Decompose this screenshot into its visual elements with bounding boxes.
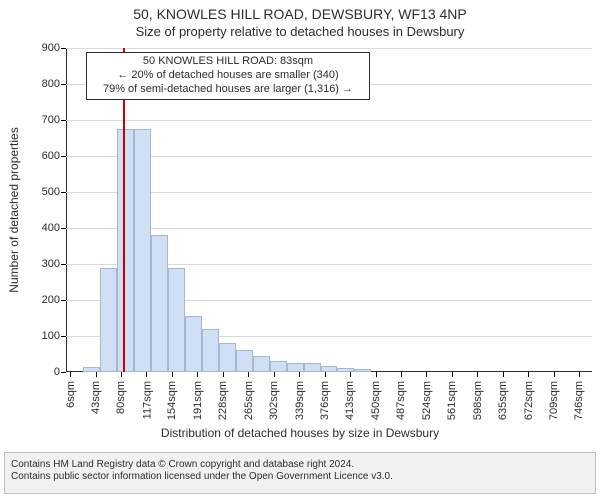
y-tick-label: 300 (42, 258, 60, 270)
y-tick (61, 84, 66, 85)
histogram-bar (219, 343, 236, 372)
y-tick-label: 0 (54, 366, 60, 378)
y-tick (61, 300, 66, 301)
x-tick (477, 372, 478, 377)
x-tick (197, 372, 198, 377)
histogram-bar (100, 268, 117, 372)
y-gridline (66, 48, 592, 49)
x-axis-title: Distribution of detached houses by size … (0, 426, 600, 440)
y-tick (61, 228, 66, 229)
y-tick (61, 372, 66, 373)
y-tick-label: 100 (42, 330, 60, 342)
footer-line-2: Contains public sector information licen… (11, 471, 589, 483)
histogram-bar (337, 368, 354, 372)
y-tick-label: 200 (42, 294, 60, 306)
y-gridline (66, 120, 592, 121)
footer-line-1: Contains HM Land Registry data © Crown c… (11, 459, 589, 471)
figure: 50, KNOWLES HILL ROAD, DEWSBURY, WF13 4N… (0, 0, 600, 500)
x-tick (223, 372, 224, 377)
y-tick (61, 120, 66, 121)
y-tick-label: 900 (42, 42, 60, 54)
histogram-bar (253, 356, 270, 372)
histogram-bar (270, 361, 287, 372)
x-tick (426, 372, 427, 377)
footer: Contains HM Land Registry data © Crown c… (4, 452, 596, 494)
y-tick-label: 800 (42, 78, 60, 90)
x-tick (248, 372, 249, 377)
y-tick-label: 600 (42, 150, 60, 162)
x-tick (401, 372, 402, 377)
x-tick (376, 372, 377, 377)
y-axis-title: Number of detached properties (7, 127, 21, 292)
x-tick (70, 372, 71, 377)
histogram-bar (151, 235, 168, 372)
x-tick (146, 372, 147, 377)
histogram-bar (304, 363, 321, 372)
x-tick (554, 372, 555, 377)
annotation-line-1: 50 KNOWLES HILL ROAD: 83sqm (91, 55, 365, 69)
histogram-bar (354, 369, 371, 372)
x-tick (96, 372, 97, 377)
histogram-bar (83, 367, 100, 372)
y-tick (61, 192, 66, 193)
y-tick (61, 48, 66, 49)
histogram-bar (185, 316, 202, 372)
y-tick (61, 156, 66, 157)
annotation-box: 50 KNOWLES HILL ROAD: 83sqm ← 20% of det… (86, 52, 370, 100)
y-tick-label: 700 (42, 114, 60, 126)
x-tick (325, 372, 326, 377)
x-tick (274, 372, 275, 377)
x-tick (503, 372, 504, 377)
y-tick (61, 264, 66, 265)
figure-supertitle: 50, KNOWLES HILL ROAD, DEWSBURY, WF13 4N… (0, 6, 600, 22)
y-tick-label: 400 (42, 222, 60, 234)
annotation-line-2: ← 20% of detached houses are smaller (34… (91, 69, 365, 83)
figure-subtitle: Size of property relative to detached ho… (0, 24, 600, 39)
histogram-bar (202, 329, 219, 372)
histogram-bar (117, 129, 134, 372)
histogram-bar (134, 129, 151, 372)
y-axis-line (66, 48, 67, 372)
x-tick (452, 372, 453, 377)
x-tick (528, 372, 529, 377)
histogram-bar (287, 363, 304, 372)
x-tick (299, 372, 300, 377)
x-tick (172, 372, 173, 377)
histogram-bar (168, 268, 185, 372)
y-tick-label: 500 (42, 186, 60, 198)
x-tick (579, 372, 580, 377)
histogram-bar (321, 366, 338, 372)
histogram-bar (236, 350, 253, 372)
y-tick (61, 336, 66, 337)
annotation-line-3: 79% of semi-detached houses are larger (… (91, 83, 365, 97)
x-tick (121, 372, 122, 377)
x-tick (350, 372, 351, 377)
